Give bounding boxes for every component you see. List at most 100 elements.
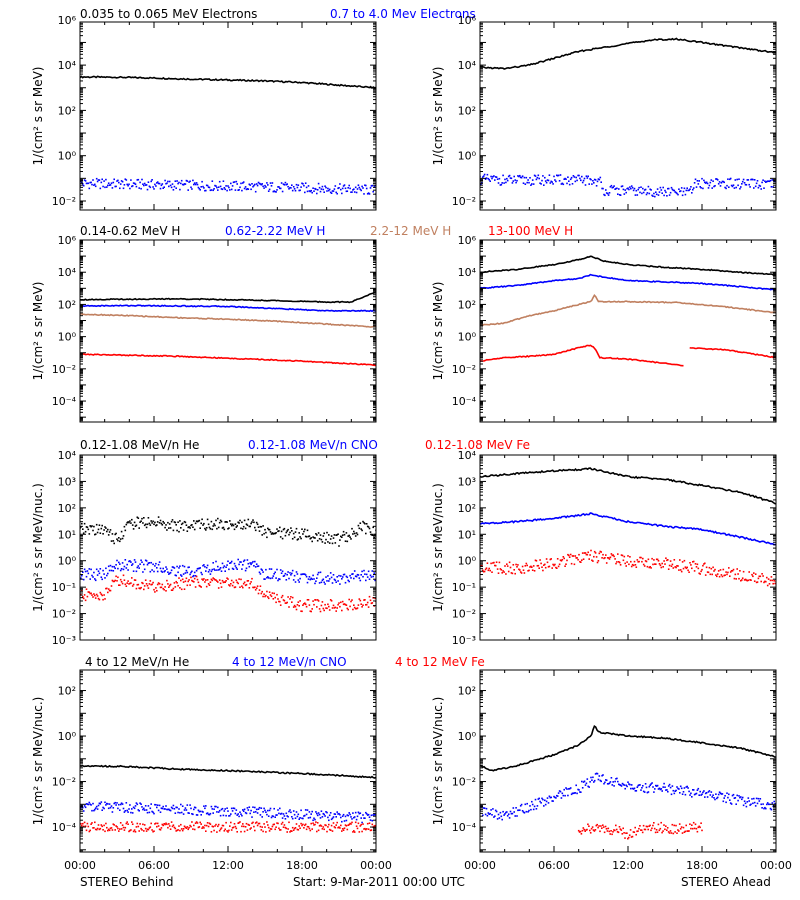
- data-point: [716, 179, 719, 181]
- data-point: [335, 534, 337, 536]
- data-point: [168, 808, 170, 811]
- data-point: [516, 815, 518, 817]
- x-tick-label: 06:00: [538, 859, 570, 872]
- data-point: [186, 530, 189, 532]
- data-point: [317, 600, 320, 602]
- data-point: [601, 557, 603, 559]
- data-point: [157, 182, 160, 185]
- data-point: [282, 599, 285, 601]
- data-point: [542, 798, 544, 801]
- data-point: [262, 571, 264, 573]
- data-point: [251, 562, 253, 564]
- data-point: [91, 809, 93, 812]
- data-point: [146, 563, 149, 566]
- data-point: [236, 831, 238, 833]
- data-point: [251, 822, 253, 825]
- data-point: [635, 790, 638, 792]
- data-point: [674, 790, 676, 792]
- data-point: [267, 597, 270, 600]
- data-point: [623, 784, 626, 786]
- data-point: [367, 828, 370, 830]
- data-point: [591, 779, 593, 781]
- data-point: [544, 566, 547, 569]
- data-point: [304, 602, 306, 604]
- data-point: [600, 181, 602, 183]
- data-point: [205, 830, 207, 832]
- data-point: [369, 829, 372, 832]
- data-point: [105, 567, 107, 570]
- data-point: [582, 558, 585, 560]
- data-point: [242, 564, 244, 566]
- data-point: [281, 570, 284, 573]
- data-point: [306, 581, 309, 584]
- data-point: [85, 526, 88, 528]
- data-point: [543, 184, 545, 186]
- data-point: [642, 785, 644, 787]
- data-point: [645, 193, 648, 196]
- data-point: [324, 815, 326, 817]
- data-point: [714, 185, 716, 187]
- data-point: [202, 524, 204, 526]
- data-point: [267, 576, 269, 578]
- data-point: [82, 528, 84, 530]
- data-point: [302, 573, 304, 575]
- data-point: [132, 830, 135, 833]
- data-point: [198, 584, 201, 587]
- data-point: [529, 177, 531, 179]
- data-point: [558, 790, 561, 792]
- data-point: [610, 777, 613, 779]
- data-point: [131, 585, 134, 587]
- data-point: [237, 813, 239, 815]
- data-point: [673, 559, 676, 561]
- data-point: [197, 581, 200, 584]
- data-point: [260, 829, 263, 831]
- data-point: [189, 180, 191, 183]
- data-point: [146, 811, 149, 814]
- data-point: [255, 808, 258, 811]
- data-point: [286, 815, 288, 817]
- data-point: [592, 829, 595, 831]
- data-point: [717, 793, 720, 796]
- data-point: [596, 772, 599, 775]
- data-point: [301, 528, 303, 530]
- data-point: [233, 586, 236, 589]
- data-point: [487, 569, 490, 572]
- data-point: [328, 823, 330, 826]
- data-point: [686, 187, 688, 189]
- data-point: [214, 578, 216, 581]
- data-point: [304, 603, 307, 606]
- data-point: [355, 575, 358, 578]
- data-point: [723, 181, 725, 184]
- data-point: [112, 807, 115, 809]
- data-point: [147, 517, 150, 519]
- data-point: [616, 561, 618, 563]
- data-point: [486, 562, 489, 564]
- data-point: [750, 579, 752, 581]
- data-point: [102, 569, 104, 572]
- data-point: [232, 568, 235, 570]
- data-point: [160, 827, 163, 829]
- data-point: [316, 189, 319, 191]
- data-point: [347, 824, 349, 826]
- data-point: [285, 579, 288, 581]
- data-point: [339, 827, 341, 829]
- data-point: [362, 814, 364, 816]
- data-point: [667, 187, 669, 190]
- data-point: [296, 573, 299, 575]
- data-point: [202, 579, 204, 581]
- data-point: [237, 521, 239, 524]
- data-point: [584, 830, 586, 832]
- data-point: [653, 192, 655, 195]
- data-point: [729, 575, 731, 577]
- data-point: [324, 603, 326, 606]
- data-point: [640, 556, 642, 559]
- data-point: [249, 812, 251, 815]
- data-point: [549, 182, 552, 184]
- data-point: [294, 605, 297, 608]
- data-point: [313, 817, 315, 820]
- data-point: [730, 803, 733, 805]
- data-point: [704, 574, 707, 576]
- data-point: [246, 807, 249, 809]
- data-point: [364, 184, 366, 186]
- data-point: [274, 828, 276, 831]
